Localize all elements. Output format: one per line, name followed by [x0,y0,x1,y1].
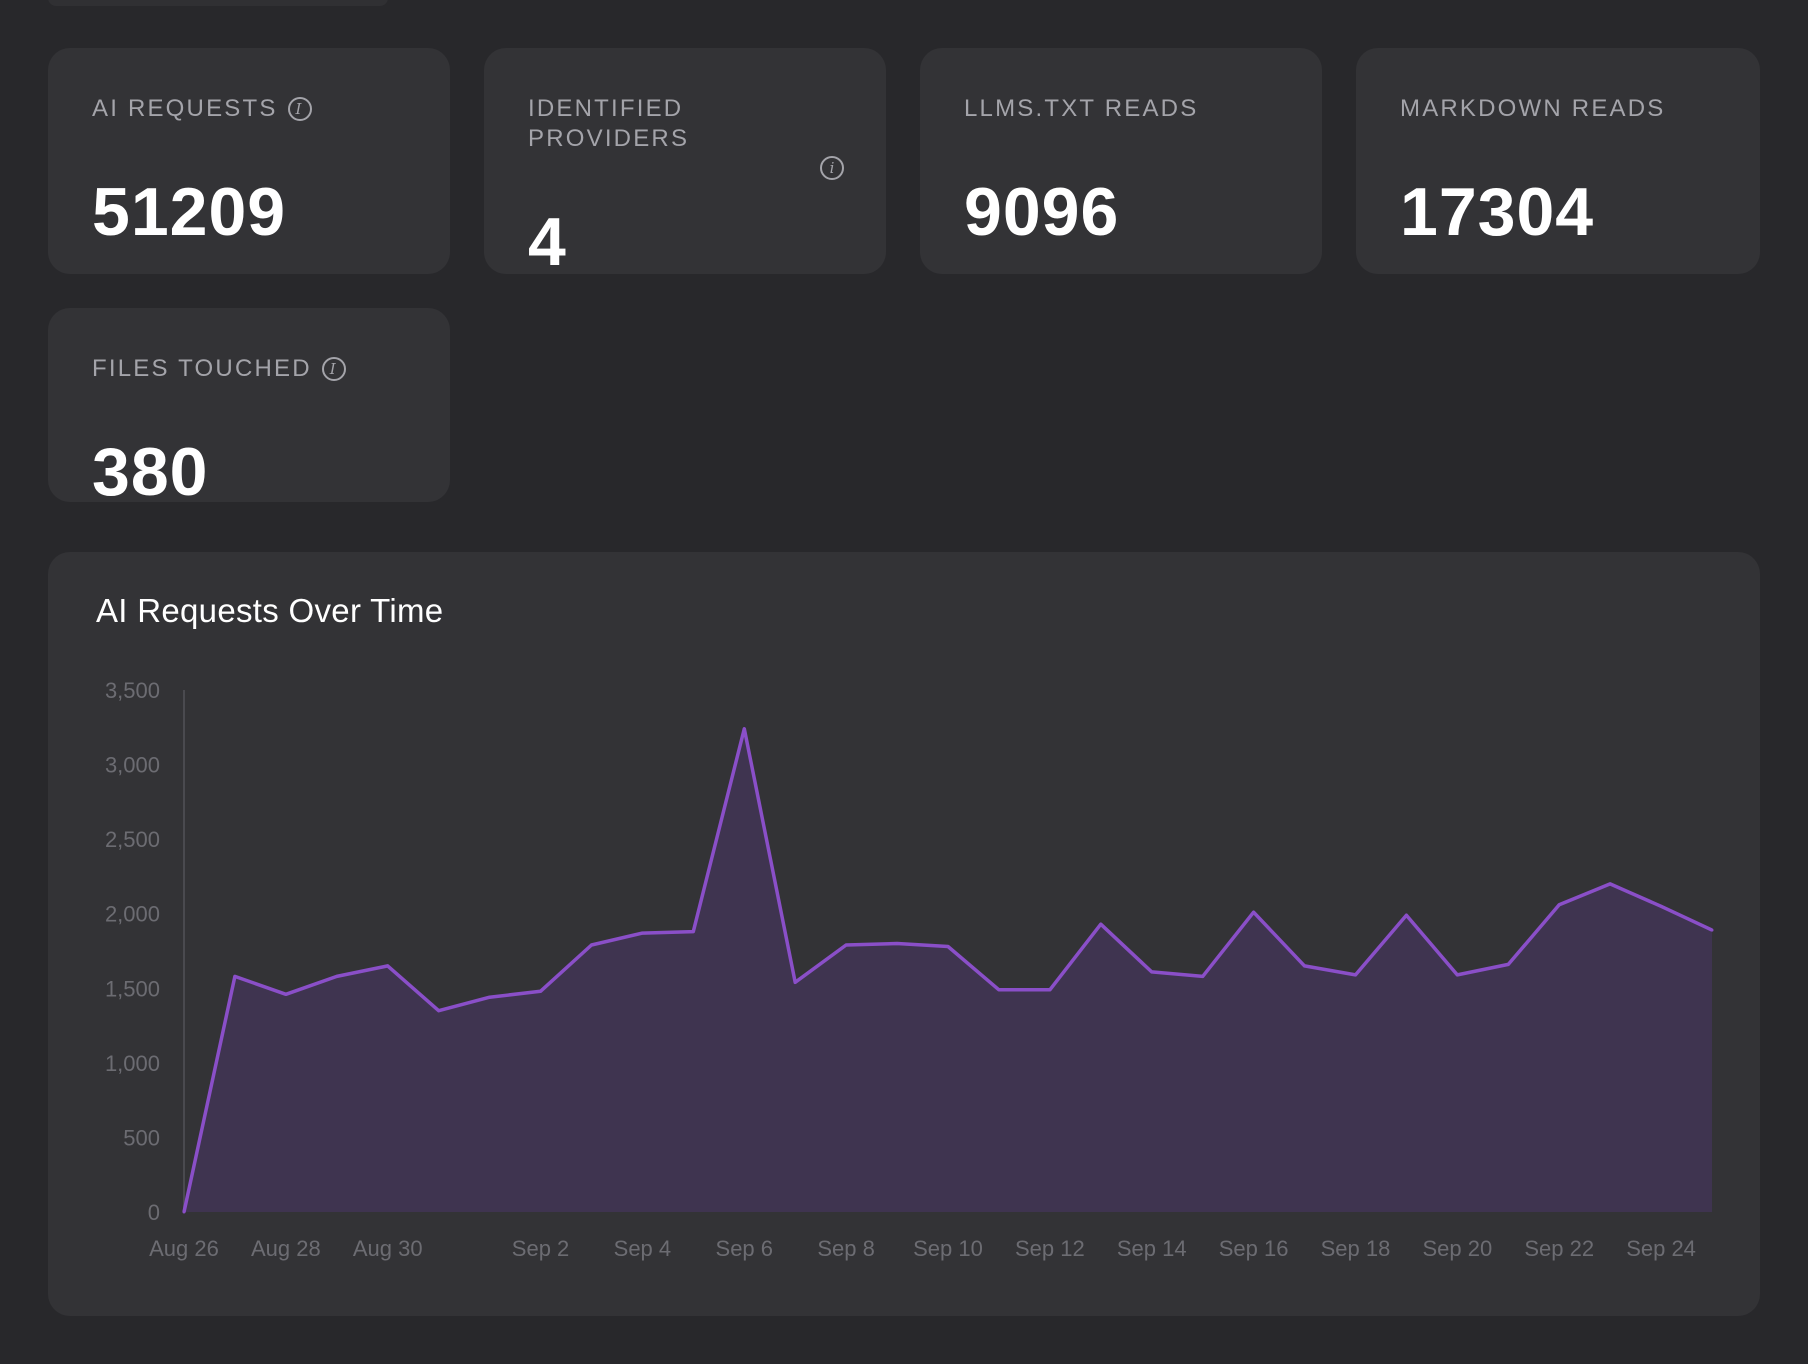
stat-value: 9096 [964,174,1120,250]
x-tick-label: Sep 18 [1321,1236,1391,1261]
x-tick-label: Sep 12 [1015,1236,1085,1261]
data-point [386,964,390,968]
y-tick-label: 3,000 [105,753,160,778]
data-point [1201,974,1205,978]
data-point [793,980,797,984]
stat-value: 4 [528,204,567,280]
data-point [437,1009,441,1013]
stat-label-text: AI REQUESTS [92,95,278,122]
stat-label-text: LLMS.TXT READS [964,95,1199,122]
y-tick-label: 2,000 [105,902,160,927]
x-tick-label: Sep 8 [817,1236,875,1261]
data-point [844,943,848,947]
data-point [691,930,695,934]
data-point [946,945,950,949]
stat-label: IDENTIFIED PROVIDERS [528,95,690,152]
info-icon[interactable] [321,357,346,381]
x-tick-label: Aug 28 [251,1236,321,1261]
stat-label: AI REQUESTS [92,94,312,124]
data-point [335,974,339,978]
stat-value: 51209 [92,174,287,250]
data-point [1252,910,1256,914]
data-point [1710,928,1714,932]
data-point [233,974,237,978]
x-tick-label: Sep 10 [913,1236,983,1261]
data-point [640,931,644,935]
y-tick-label: 1,000 [105,1051,160,1076]
stat-card-files-touched: FILES TOUCHED 380 [48,308,450,510]
data-point [1404,913,1408,917]
x-tick-label: Sep 24 [1626,1236,1696,1261]
stat-value: 17304 [1400,174,1595,250]
data-point [1455,973,1459,977]
stat-card-llms-txt-reads: LLMS.TXT READS 9096 [920,48,1322,274]
stat-label: LLMS.TXT READS [964,94,1198,124]
data-point [895,942,899,946]
data-point [1303,964,1307,968]
x-tick-label: Sep 6 [716,1236,774,1261]
info-icon[interactable] [820,156,844,180]
x-tick-label: Sep 22 [1524,1236,1594,1261]
stat-label: FILES TOUCHED [92,354,346,384]
y-tick-label: 1,500 [105,976,160,1001]
requests-area-chart: 0 500 1,000 1,500 2,000 2,500 3,000 3,500 Aug 2… [105,678,1714,1261]
data-point [539,989,543,993]
x-tick-label: Sep 20 [1422,1236,1492,1261]
data-point [1506,962,1510,966]
stat-label-text: FILES TOUCHED [92,355,312,382]
y-tick-label: 500 [123,1125,160,1150]
stat-value: 380 [92,434,209,510]
data-point [1048,988,1052,992]
info-icon[interactable] [287,97,312,121]
data-point [1557,903,1561,907]
data-point [1150,970,1154,974]
x-tick-label: Sep 16 [1219,1236,1289,1261]
data-point [488,995,492,999]
data-point [1353,973,1357,977]
data-point [284,992,288,996]
data-point [742,727,746,731]
x-tick-label: Aug 30 [353,1236,423,1261]
x-tick-label: Aug 26 [149,1236,219,1261]
data-point [182,1210,186,1214]
data-point [997,988,1001,992]
stat-card-markdown-reads: MARKDOWN READS 17304 [1356,48,1760,274]
x-tick-label: Sep 2 [512,1236,570,1261]
x-tick-label: Sep 14 [1117,1236,1187,1261]
area-fill [184,728,1712,1212]
chart-card: AI Requests Over Time 0 500 1,000 1,500 2,00… [48,552,1760,1316]
y-tick-label: 2,500 [105,827,160,852]
y-tick-label: 3,500 [105,678,160,703]
data-point [589,943,593,947]
y-tick-label: 0 [148,1200,160,1225]
stat-label-text: MARKDOWN READS [1400,95,1666,122]
data-point [1099,922,1103,926]
stat-label: MARKDOWN READS [1400,94,1665,124]
chart-title: AI Requests Over Time [96,592,444,629]
stat-card-identified-providers: IDENTIFIED PROVIDERS 4 [484,48,886,280]
stat-card-ai-requests: AI REQUESTS 51209 [48,48,450,274]
top-tab-bar [48,0,388,6]
data-point [1608,882,1612,886]
x-tick-label: Sep 4 [614,1236,672,1261]
data-point [1659,904,1663,908]
